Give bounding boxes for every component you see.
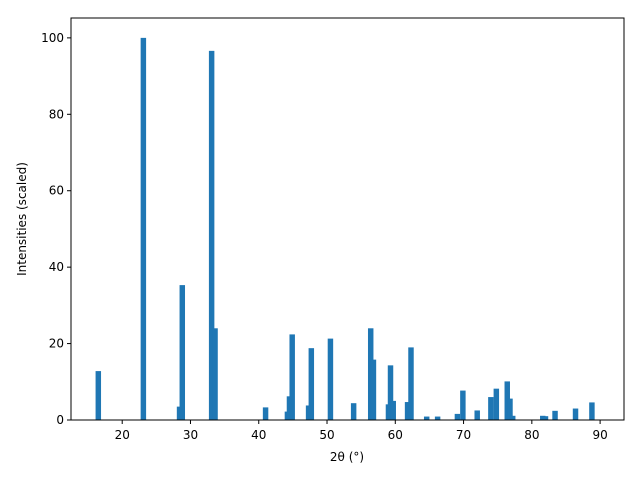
bar <box>350 403 357 420</box>
y-tick-label: 100 <box>41 31 64 45</box>
bar <box>289 334 295 420</box>
x-tick-label: 30 <box>183 428 198 442</box>
bar <box>493 388 500 420</box>
bar <box>552 410 558 420</box>
bar <box>460 390 466 420</box>
x-tick-label: 60 <box>388 428 403 442</box>
bar <box>474 410 480 420</box>
bar <box>370 359 377 420</box>
bar <box>208 50 215 420</box>
x-tick-label: 90 <box>592 428 607 442</box>
bar <box>507 398 513 420</box>
bar <box>212 328 218 420</box>
bar <box>179 285 186 420</box>
x-tick-label: 70 <box>456 428 471 442</box>
bar <box>262 407 269 420</box>
x-tick-label: 40 <box>251 428 266 442</box>
x-tick-label: 50 <box>319 428 334 442</box>
bar <box>542 416 549 420</box>
x-tick-label: 80 <box>524 428 539 442</box>
bar <box>454 413 461 420</box>
x-tick-label: 20 <box>115 428 130 442</box>
bar <box>140 37 147 420</box>
bar <box>488 397 494 420</box>
y-tick-label: 0 <box>56 413 64 427</box>
bar <box>434 416 441 420</box>
y-axis-label: Intensities (scaled) <box>15 162 29 276</box>
bar <box>589 402 595 420</box>
bar <box>308 348 315 420</box>
y-tick-label: 40 <box>49 260 64 274</box>
bar <box>509 415 516 420</box>
bar <box>390 400 396 420</box>
x-axis-label: 2θ (°) <box>330 450 364 464</box>
bar <box>408 347 414 420</box>
bar <box>404 402 411 420</box>
plot-frame <box>70 17 625 421</box>
bar <box>327 338 334 420</box>
bar <box>387 365 394 420</box>
y-tick-label: 20 <box>49 337 64 351</box>
bar <box>572 408 579 420</box>
bar <box>95 371 102 420</box>
y-tick-label: 60 <box>49 184 64 198</box>
bar <box>423 416 430 420</box>
y-tick-label: 80 <box>49 107 64 121</box>
